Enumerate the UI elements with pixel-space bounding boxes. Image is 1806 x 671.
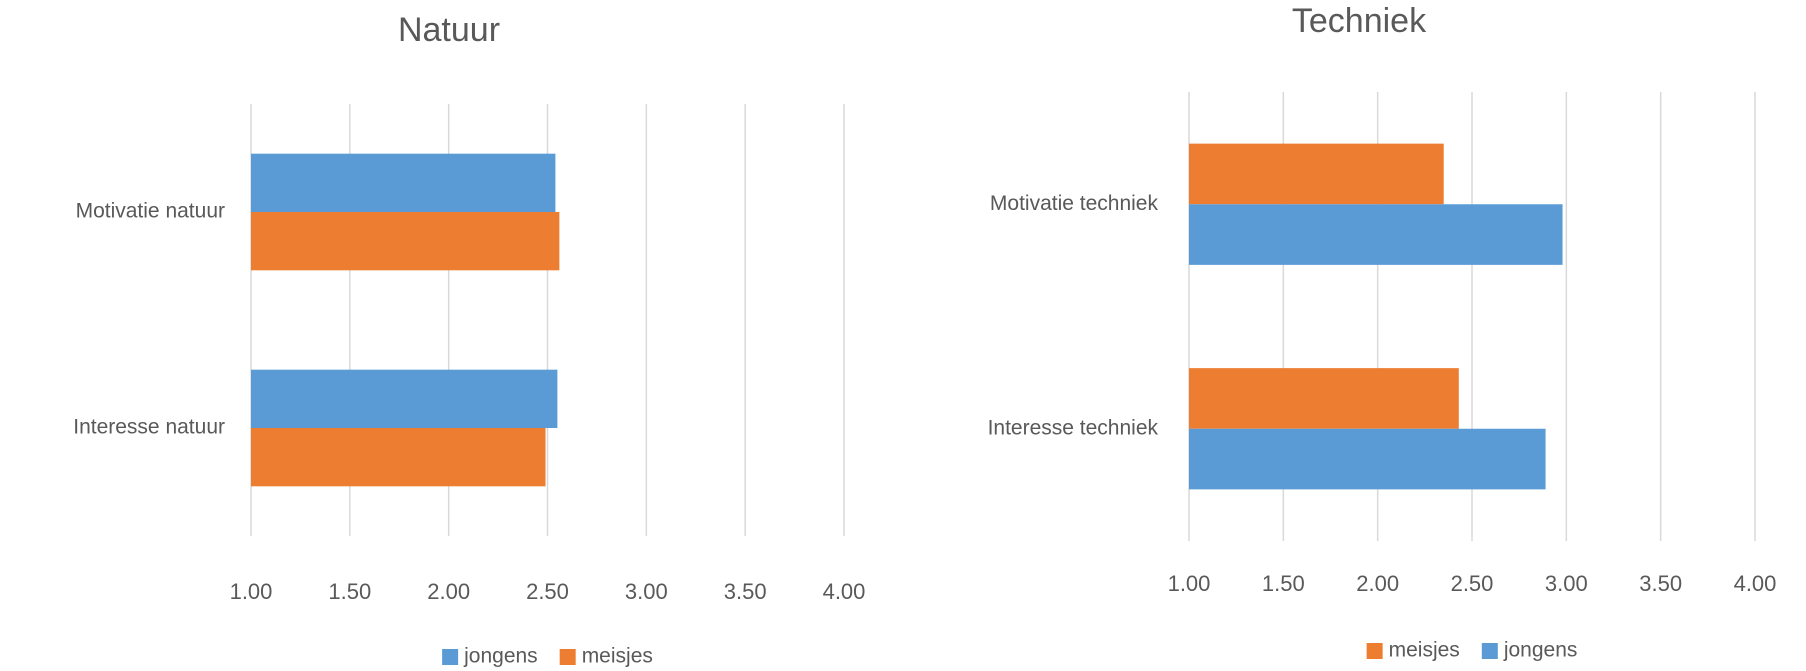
x-tick-label: 3.00: [625, 579, 668, 604]
x-tick-label: 4.00: [1734, 571, 1777, 596]
bar: [251, 153, 556, 212]
x-tick-label: 3.00: [1545, 571, 1588, 596]
x-tick-label: 2.00: [427, 579, 470, 604]
x-tick-label: 1.50: [1262, 571, 1305, 596]
legend-swatch: [559, 649, 576, 665]
x-tick-label: 2.00: [1356, 571, 1399, 596]
legend-label: jongens: [463, 645, 538, 668]
x-tick-label: 3.50: [724, 579, 767, 604]
legend-swatch: [1481, 643, 1498, 659]
chart-title: Natuur: [398, 11, 500, 49]
legend-swatch: [1366, 643, 1383, 659]
x-tick-label: 4.00: [823, 579, 866, 604]
x-tick-label: 2.50: [526, 579, 569, 604]
category-label: Interesse natuur: [73, 416, 225, 439]
bar: [1189, 143, 1444, 205]
legend-label: jongens: [1503, 639, 1578, 662]
x-tick-label: 2.50: [1451, 571, 1494, 596]
category-label: Interesse techniek: [988, 416, 1159, 439]
chart-title: Techniek: [1292, 2, 1427, 40]
category-label: Motivatie techniek: [990, 192, 1159, 215]
category-label: Motivatie natuur: [76, 200, 225, 223]
bar: [1189, 368, 1459, 429]
bar: [251, 212, 560, 271]
bar: [251, 428, 546, 487]
bar: [1189, 204, 1563, 265]
bar: [251, 369, 558, 428]
x-tick-label: 3.50: [1639, 571, 1682, 596]
legend-swatch: [442, 649, 459, 665]
legend-label: meisjes: [582, 645, 653, 668]
bar: [1189, 428, 1546, 490]
x-tick-label: 1.00: [1168, 571, 1211, 596]
x-tick-label: 1.50: [328, 579, 371, 604]
x-tick-label: 1.00: [230, 579, 273, 604]
legend-label: meisjes: [1389, 639, 1460, 662]
